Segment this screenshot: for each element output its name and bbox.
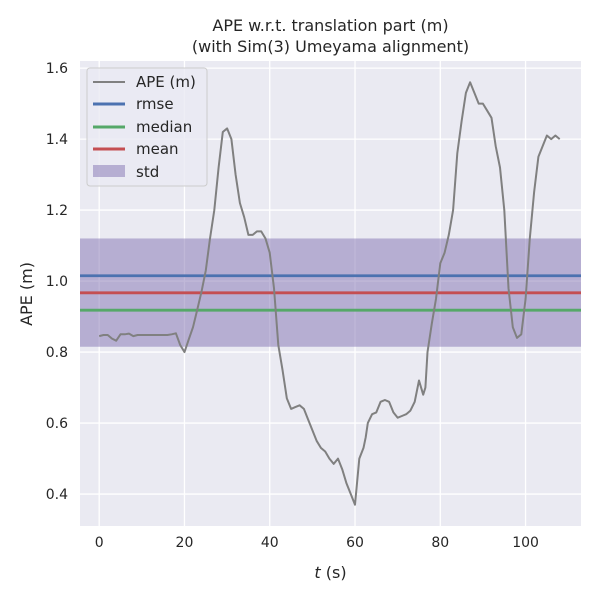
legend-label-rmse: rmse (136, 95, 174, 113)
y-tick-label: 1.6 (46, 61, 68, 77)
chart-title-line-2: (with Sim(3) Umeyama alignment) (192, 37, 469, 56)
chart-title-line-1: APE w.r.t. translation part (m) (212, 16, 448, 35)
y-axis-label: APE (m) (17, 262, 36, 326)
y-tick-label: 0.8 (46, 345, 68, 361)
x-tick-label: 60 (346, 535, 364, 551)
legend-label-mean: mean (136, 140, 179, 158)
y-tick-label: 0.6 (46, 416, 68, 432)
x-axis-unit: (s) (321, 563, 347, 582)
statistics-layer (80, 238, 581, 347)
x-tick-label: 80 (431, 535, 449, 551)
legend: APE (m) rmse median mean std (86, 67, 208, 187)
x-tick-label: 40 (261, 535, 279, 551)
legend-box (86, 67, 208, 187)
y-tick-label: 1.0 (46, 274, 68, 290)
x-tick-label: 0 (95, 535, 104, 551)
x-axis-variable: t (314, 563, 321, 582)
y-tick-label: 1.4 (46, 132, 68, 148)
legend-label-std: std (136, 163, 159, 181)
legend-label-median: median (136, 118, 192, 136)
y-tick-label: 0.4 (46, 487, 68, 503)
legend-swatch-std (93, 165, 125, 177)
x-axis-label: t (s) (314, 563, 346, 582)
tick-labels: 0 20 40 60 80 100 0.4 0.6 0.8 1.0 1.2 1.4 1.6 (46, 61, 539, 551)
ape-series-line (98, 81, 561, 506)
x-tick-label: 20 (176, 535, 194, 551)
legend-label-ape: APE (m) (136, 73, 196, 91)
series-layer (98, 81, 561, 506)
x-tick-label: 100 (512, 535, 539, 551)
y-tick-label: 1.2 (46, 203, 68, 219)
